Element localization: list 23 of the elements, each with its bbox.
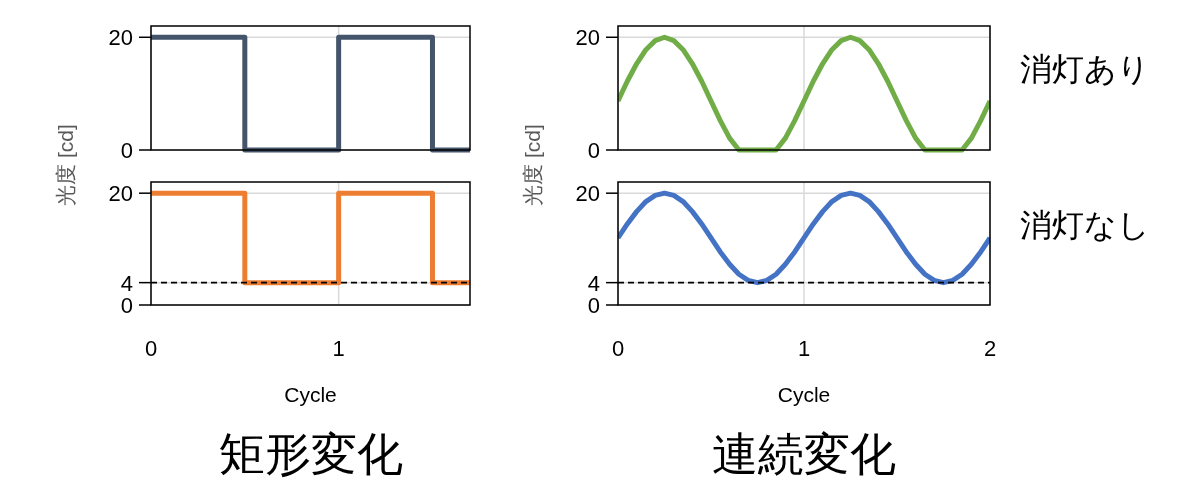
x-axis-title: Cycle: [284, 383, 337, 406]
y-tick-label: 0: [587, 293, 600, 318]
x-tick-label: 2: [983, 336, 997, 361]
y-tick-label: 4: [587, 270, 600, 296]
text: 消灯なし: [1020, 206, 1150, 243]
x-tick-label: 0: [611, 336, 625, 361]
y-tick-label: 0: [120, 293, 133, 318]
y-axis-title: 光度 [cd]: [521, 124, 544, 206]
x-tick-label: 0: [144, 336, 158, 361]
y-tick-label: 20: [108, 25, 133, 51]
x-tick-label: 1: [332, 336, 345, 361]
y-tick-label: 20: [575, 25, 600, 51]
text: 矩形変化: [218, 428, 403, 480]
x-axis-title: Cycle: [777, 383, 831, 406]
y-tick-label: 0: [120, 138, 133, 163]
y-tick-label: 20: [108, 181, 133, 207]
y-axis-title: 光度 [cd]: [54, 124, 77, 206]
y-tick-label: 0: [587, 138, 600, 163]
y-tick-label: 20: [575, 181, 600, 207]
x-tick-label: 1: [797, 336, 811, 361]
text: 消灯あり: [1020, 51, 1150, 87]
y-tick-label: 4: [120, 270, 133, 296]
text: 連続変化: [712, 428, 896, 480]
